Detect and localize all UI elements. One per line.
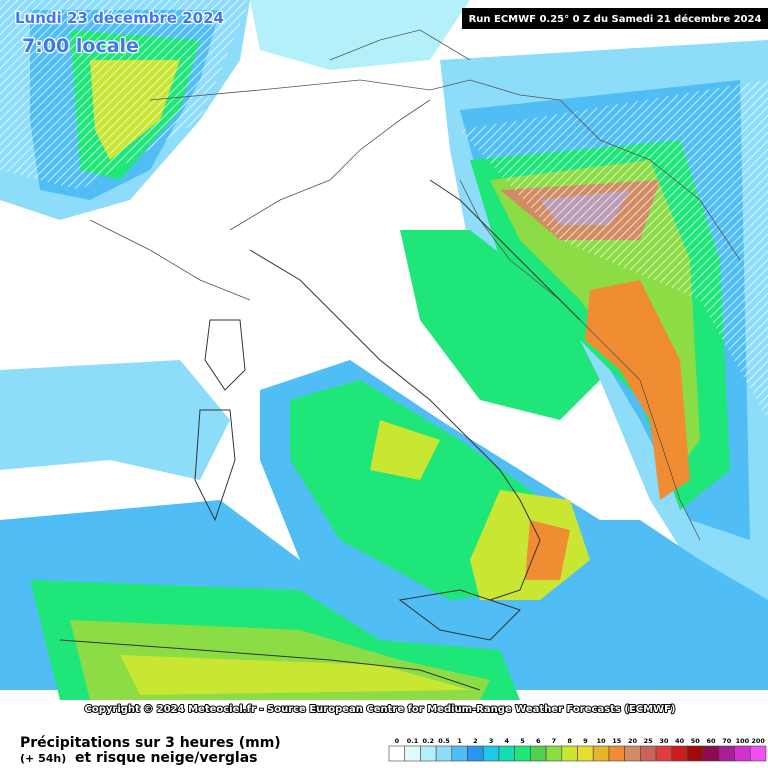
legend-label: 50 xyxy=(691,737,701,745)
legend: 0 0.1 0.2 0.5 1 2 3 4 5 6 7 8 9 10 15 20 25 30 40 50 60 70 100… xyxy=(388,737,767,762)
map-shape xyxy=(59,639,481,691)
legend-swatch xyxy=(749,745,767,762)
copyright: Copyright © 2024 Meteociel.fr - Source E… xyxy=(85,704,676,715)
legend-label: 0.5 xyxy=(438,737,450,745)
legend-swatch xyxy=(451,745,468,762)
map-shape xyxy=(400,230,600,420)
legend-swatch xyxy=(592,745,610,762)
map-shape xyxy=(194,409,236,522)
legend-swatch xyxy=(640,745,657,762)
legend-label: 2 xyxy=(473,737,478,745)
legend-swatch xyxy=(388,745,406,762)
map-shape xyxy=(559,99,741,261)
legend-label: 9 xyxy=(583,737,588,745)
map-shape xyxy=(0,0,250,190)
map-shape xyxy=(585,280,690,500)
map-shape xyxy=(370,420,440,480)
map-shape xyxy=(460,80,768,420)
legend-label: 30 xyxy=(659,737,669,745)
map-shape xyxy=(398,589,521,641)
legend-swatch xyxy=(420,745,437,762)
legend-label: 5 xyxy=(520,737,525,745)
map-shape xyxy=(250,0,470,70)
map xyxy=(0,0,768,700)
legend-label: 6 xyxy=(536,737,541,745)
precipitation-field xyxy=(0,0,768,700)
map-shape xyxy=(89,219,251,301)
map-shape xyxy=(429,179,581,321)
legend-swatch xyxy=(655,745,673,762)
legend-label: 4 xyxy=(505,737,510,745)
legend-label: 1 xyxy=(457,737,462,745)
legend-label: 0.2 xyxy=(423,737,435,745)
legend-label: 20 xyxy=(628,737,638,745)
legend-swatch xyxy=(702,745,720,762)
map-shape xyxy=(0,360,230,480)
legend-label: 200 xyxy=(751,737,765,745)
run-box xyxy=(462,8,768,29)
map-shape xyxy=(229,99,431,231)
legend-swatch xyxy=(687,745,704,762)
map-shape xyxy=(204,319,246,391)
legend-swatch xyxy=(467,745,484,762)
map-shape xyxy=(120,655,470,695)
legend-swatch xyxy=(608,745,625,762)
coastlines xyxy=(59,179,581,691)
legend-swatch xyxy=(545,745,563,762)
run-info: Run ECMWF 0.25° 0 Z du Samedi 21 décembr… xyxy=(469,13,762,25)
legend-swatch xyxy=(498,745,515,762)
legend-swatch xyxy=(718,745,735,762)
legend-label: 60 xyxy=(706,737,716,745)
legend-swatch xyxy=(561,745,578,762)
legend-label: 15 xyxy=(612,737,622,745)
map-shape xyxy=(525,520,570,580)
legend-swatch xyxy=(435,745,453,762)
legend-label: 0 xyxy=(395,737,400,745)
legend-swatch xyxy=(404,745,421,762)
legend-label: 0.1 xyxy=(407,737,419,745)
legend-label: 100 xyxy=(736,737,750,745)
map-shape xyxy=(459,179,701,541)
legend-swatch xyxy=(530,745,547,762)
legend-label: 40 xyxy=(675,737,685,745)
map-shape xyxy=(329,29,471,61)
map-shape xyxy=(249,249,541,601)
footer-lead: (+ 54h) xyxy=(20,752,66,765)
borders xyxy=(89,29,741,541)
footer-subtitle: et risque neige/verglas xyxy=(75,750,257,766)
legend-label: 10 xyxy=(597,737,607,745)
legend-swatch xyxy=(514,745,531,762)
legend-label: 8 xyxy=(567,737,572,745)
legend-swatch xyxy=(671,745,688,762)
legend-label: 25 xyxy=(644,737,654,745)
legend-swatch xyxy=(734,745,751,762)
footer-title: Précipitations sur 3 heures (mm) xyxy=(20,735,281,751)
map-date: Lundi 23 décembre 2024 xyxy=(15,9,224,27)
legend-label: 3 xyxy=(489,737,494,745)
map-time: 7:00 locale xyxy=(22,35,139,57)
legend-label: 7 xyxy=(552,737,557,745)
legend-label: 70 xyxy=(722,737,732,745)
legend-swatch xyxy=(624,745,641,762)
legend-swatch xyxy=(482,745,500,762)
map-shape xyxy=(149,79,561,101)
legend-swatch xyxy=(577,745,594,762)
